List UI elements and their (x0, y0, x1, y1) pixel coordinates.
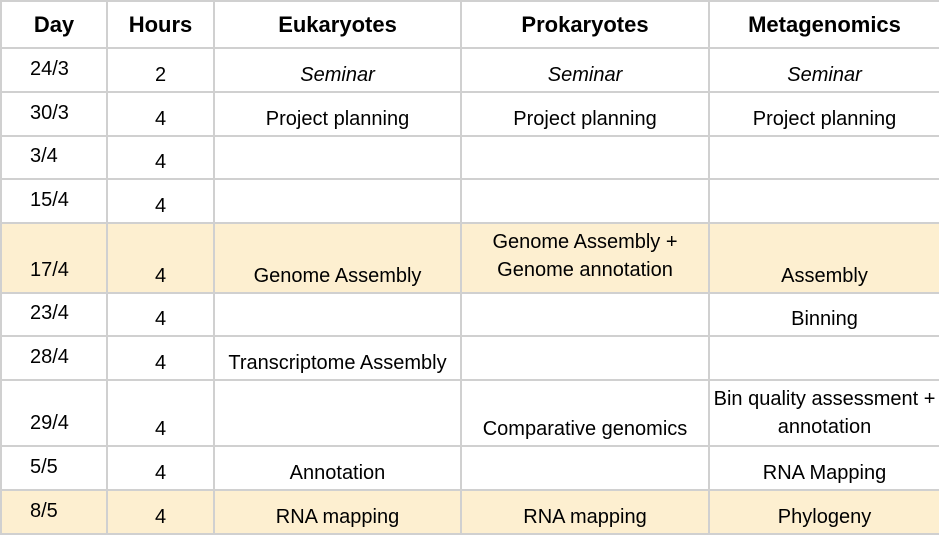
cell-metagenomics: Seminar (708, 47, 939, 93)
cell-prokaryotes (460, 135, 710, 180)
cell-eukaryotes (213, 292, 462, 337)
cell-hours: 4 (106, 489, 215, 535)
cell-prokaryotes: Genome Assembly + Genome annotation (460, 222, 710, 294)
cell-eukaryotes: Annotation (213, 445, 462, 491)
cell-hours: 4 (106, 222, 215, 294)
header-row: Day Hours Eukaryotes Prokaryotes Metagen… (0, 0, 939, 49)
table-row: 30/3 4 Project planning Project planning… (0, 91, 939, 137)
cell-prokaryotes-text: Genome Assembly + Genome annotation (492, 231, 678, 281)
cell-eukaryotes: Seminar (213, 47, 462, 93)
cell-eukaryotes: Project planning (213, 91, 462, 137)
cell-metagenomics-text: Bin quality assessment + annotation (713, 388, 936, 438)
table-row: 29/4 4 Comparative genomics Bin quality … (0, 379, 939, 447)
table-row: 23/4 4 Binning (0, 292, 939, 337)
cell-day: 8/5 (0, 489, 108, 535)
cell-day: 3/4 (0, 135, 108, 180)
cell-metagenomics: Bin quality assessment + annotation (708, 379, 939, 447)
table-row: 3/4 4 (0, 135, 939, 180)
header-metagenomics: Metagenomics (708, 0, 939, 49)
cell-prokaryotes (460, 178, 710, 224)
cell-prokaryotes (460, 445, 710, 491)
header-eukaryotes: Eukaryotes (213, 0, 462, 49)
cell-metagenomics: Phylogeny (708, 489, 939, 535)
cell-prokaryotes: Seminar (460, 47, 710, 93)
cell-metagenomics: Assembly (708, 222, 939, 294)
table-row: 28/4 4 Transcriptome Assembly (0, 335, 939, 381)
cell-day: 29/4 (0, 379, 108, 447)
table-row-highlighted: 8/5 4 RNA mapping RNA mapping Phylogeny (0, 489, 939, 535)
cell-metagenomics (708, 335, 939, 381)
cell-day: 24/3 (0, 47, 108, 93)
cell-eukaryotes (213, 135, 462, 180)
cell-hours: 4 (106, 135, 215, 180)
cell-prokaryotes (460, 292, 710, 337)
cell-eukaryotes: Transcriptome Assembly (213, 335, 462, 381)
cell-eukaryotes (213, 178, 462, 224)
cell-hours: 4 (106, 178, 215, 224)
cell-day: 30/3 (0, 91, 108, 137)
cell-hours: 4 (106, 379, 215, 447)
cell-day: 17/4 (0, 222, 108, 294)
cell-eukaryotes: Genome Assembly (213, 222, 462, 294)
cell-prokaryotes: Project planning (460, 91, 710, 137)
cell-metagenomics: Project planning (708, 91, 939, 137)
cell-metagenomics: RNA Mapping (708, 445, 939, 491)
cell-eukaryotes: RNA mapping (213, 489, 462, 535)
header-hours: Hours (106, 0, 215, 49)
cell-metagenomics: Binning (708, 292, 939, 337)
header-prokaryotes: Prokaryotes (460, 0, 710, 49)
cell-day: 28/4 (0, 335, 108, 381)
cell-day: 5/5 (0, 445, 108, 491)
cell-hours: 2 (106, 47, 215, 93)
cell-hours: 4 (106, 292, 215, 337)
header-day: Day (0, 0, 108, 49)
cell-hours: 4 (106, 91, 215, 137)
cell-eukaryotes (213, 379, 462, 447)
cell-hours: 4 (106, 445, 215, 491)
cell-prokaryotes: Comparative genomics (460, 379, 710, 447)
cell-metagenomics (708, 135, 939, 180)
table-row: 24/3 2 Seminar Seminar Seminar (0, 47, 939, 93)
cell-prokaryotes: RNA mapping (460, 489, 710, 535)
cell-metagenomics (708, 178, 939, 224)
table-row-highlighted: 17/4 4 Genome Assembly Genome Assembly +… (0, 222, 939, 294)
cell-day: 23/4 (0, 292, 108, 337)
cell-day: 15/4 (0, 178, 108, 224)
cell-prokaryotes (460, 335, 710, 381)
table-row: 5/5 4 Annotation RNA Mapping (0, 445, 939, 491)
cell-hours: 4 (106, 335, 215, 381)
table-row: 15/4 4 (0, 178, 939, 224)
